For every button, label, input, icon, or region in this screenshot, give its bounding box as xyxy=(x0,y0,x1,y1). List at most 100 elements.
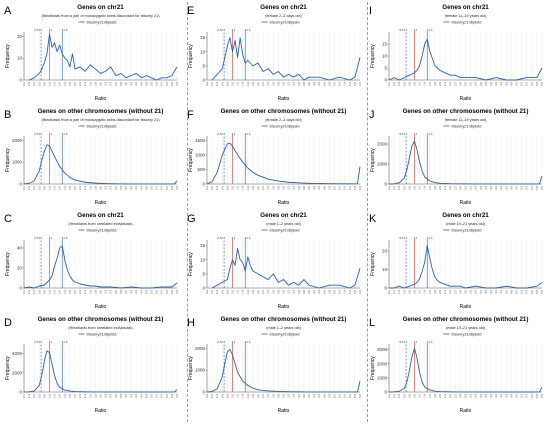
legend-label: trisomy21/diploid xyxy=(87,332,117,337)
ref-line-label: 1.5 xyxy=(63,28,68,32)
y-tick-label: 0 xyxy=(19,286,22,291)
x-tick-label: 2.0 xyxy=(73,290,77,294)
x-tick-label: 4.2 xyxy=(494,82,498,86)
panel-subtitle: (female 2–3 days old) xyxy=(265,14,302,18)
x-tick-label: 0.4 xyxy=(215,290,219,294)
x-tick-label: 0.4 xyxy=(215,186,219,190)
x-tick-label: 1.8 xyxy=(433,82,437,86)
series-line xyxy=(23,245,178,289)
y-tick-label: 0 xyxy=(202,78,205,83)
x-tick-label: 1.0 xyxy=(231,82,235,86)
x-tick-label: 2.4 xyxy=(266,290,270,294)
x-tick-label: 6.0 xyxy=(540,186,544,190)
column-divider-right xyxy=(367,2,368,422)
x-tick-label: 4.2 xyxy=(129,82,133,86)
x-tick-label: 2.2 xyxy=(443,290,447,294)
x-tick-label: 2.2 xyxy=(443,82,447,86)
x-tick-label: 4.2 xyxy=(312,290,316,294)
y-tick-label: 1000 xyxy=(195,152,206,157)
legend-label: trisomy21/diploid xyxy=(87,124,117,129)
panel-title: Genes on other chromosomes (without 21) xyxy=(403,316,529,323)
x-tick-label: 4.4 xyxy=(317,82,321,86)
y-tick-label: 3000 xyxy=(377,347,388,352)
x-tick-label: 3.8 xyxy=(119,82,123,86)
x-tick-label: 4.4 xyxy=(317,394,321,398)
x-tick-label: 1.4 xyxy=(423,394,427,398)
x-tick-label: 4.8 xyxy=(327,186,331,190)
x-tick-label: 3.0 xyxy=(464,394,468,398)
legend-label: trisomy21/diploid xyxy=(87,20,117,25)
x-tick-label: 1.4 xyxy=(241,186,245,190)
x-tick-label: 0.0 xyxy=(22,394,26,398)
x-tick-label: 1.6 xyxy=(63,394,67,398)
x-tick-label: 0.8 xyxy=(42,186,46,190)
x-tick-label: 5.8 xyxy=(535,186,539,190)
x-tick-label: 1.2 xyxy=(53,186,57,190)
x-tick-label: 1.0 xyxy=(48,82,52,86)
x-tick-label: 0.2 xyxy=(210,186,214,190)
x-tick-label: 3.0 xyxy=(464,186,468,190)
x-tick-label: 2.6 xyxy=(88,290,92,294)
x-tick-label: 1.2 xyxy=(418,186,422,190)
x-tick-label: 4.6 xyxy=(139,394,143,398)
x-tick-label: 1.0 xyxy=(48,186,52,190)
x-tick-label: 3.2 xyxy=(287,82,291,86)
x-tick-label: 4.6 xyxy=(139,186,143,190)
x-tick-label: 5.0 xyxy=(150,394,154,398)
x-axis-label: Ratio xyxy=(278,408,290,414)
x-tick-label: 3.6 xyxy=(479,82,483,86)
ref-line-label: 0.67 xyxy=(34,28,40,32)
x-tick-label: 5.6 xyxy=(165,186,169,190)
x-tick-label: 2.0 xyxy=(256,394,260,398)
y-tick-label: 0 xyxy=(384,78,387,83)
x-tick-label: 2.4 xyxy=(83,394,87,398)
x-tick-label: 1.8 xyxy=(68,186,72,190)
panel-title: Genes on chr21 xyxy=(260,212,307,219)
panel-c: C Genes on chr21 (fibroblasts from unrelat… xyxy=(4,212,179,310)
x-tick-label: 1.8 xyxy=(251,290,255,294)
x-tick-label: 6.0 xyxy=(175,82,179,86)
x-tick-label: 1.0 xyxy=(48,290,52,294)
x-tick-label: 4.4 xyxy=(317,186,321,190)
x-tick-label: 3.2 xyxy=(469,186,473,190)
legend-label: trisomy21/diploid xyxy=(452,124,482,129)
y-axis-label: Frequency xyxy=(188,148,194,172)
ref-line-label: 1 xyxy=(234,28,236,32)
ref-line-label: 0.67 xyxy=(399,132,405,136)
x-tick-label: 1.6 xyxy=(246,186,250,190)
panel-l: L Genes on other chromosomes (without 21)… xyxy=(369,316,544,414)
x-tick-label: 4.0 xyxy=(124,82,128,86)
x-tick-label: 2.8 xyxy=(93,186,97,190)
y-axis-label: Frequency xyxy=(370,44,376,68)
x-tick-label: 3.6 xyxy=(479,186,483,190)
x-tick-label: 3.0 xyxy=(464,290,468,294)
panel-letter: A xyxy=(4,5,12,17)
x-tick-label: 2.0 xyxy=(73,394,77,398)
x-tick-label: 5.8 xyxy=(353,186,357,190)
x-tick-label: 4.8 xyxy=(327,394,331,398)
x-tick-label: 6.0 xyxy=(540,394,544,398)
x-tick-label: 3.6 xyxy=(114,394,118,398)
x-tick-label: 1.8 xyxy=(251,186,255,190)
x-tick-label: 0.2 xyxy=(27,394,31,398)
x-tick-label: 0.0 xyxy=(205,186,209,190)
x-tick-label: 4.4 xyxy=(134,82,138,86)
x-tick-label: 1.4 xyxy=(58,394,62,398)
x-tick-label: 2.6 xyxy=(271,290,275,294)
x-tick-label: 4.0 xyxy=(307,394,311,398)
x-tick-label: 3.8 xyxy=(484,186,488,190)
x-tick-label: 0.4 xyxy=(32,186,36,190)
x-tick-label: 6.0 xyxy=(175,394,179,398)
x-tick-label: 4.8 xyxy=(327,82,331,86)
x-tick-label: 2.6 xyxy=(271,186,275,190)
x-tick-label: 0.0 xyxy=(22,82,26,86)
y-axis-label: Frequency xyxy=(188,356,194,380)
ref-line-label: 0.67 xyxy=(217,236,223,240)
y-tick-label: 2000 xyxy=(377,361,388,366)
panel-letter: E xyxy=(187,5,194,17)
x-tick-label: 4.2 xyxy=(129,394,133,398)
x-tick-label: 4.4 xyxy=(499,186,503,190)
y-tick-label: 10 xyxy=(17,56,23,61)
panel-letter: G xyxy=(187,213,196,225)
